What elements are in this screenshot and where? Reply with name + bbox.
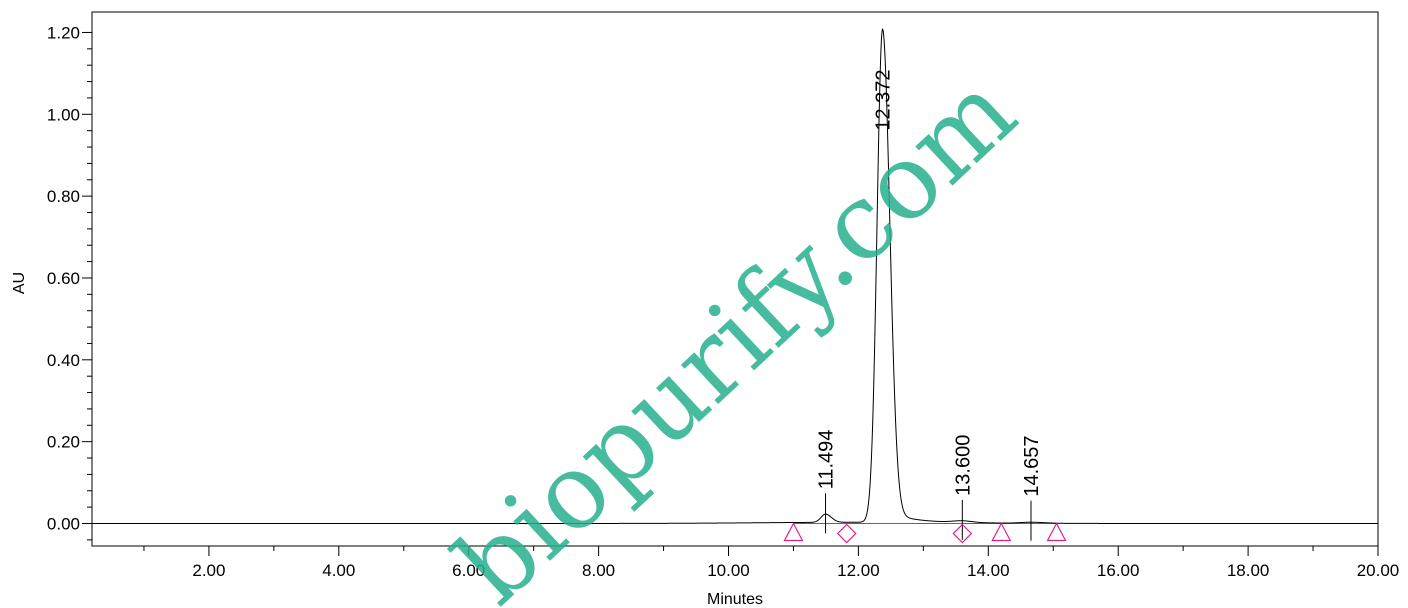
peak-start-end-marker	[783, 522, 804, 542]
x-tick-label: 10.00	[707, 561, 750, 580]
y-tick-label: 0.00	[47, 514, 80, 533]
peak-label: 12.372	[873, 69, 895, 130]
y-axis-title: AU	[11, 272, 28, 294]
watermark-text: biopurify.com	[432, 50, 1038, 608]
peak-start-end-marker	[991, 522, 1012, 542]
marker-layer	[783, 522, 1067, 544]
x-tick-label: 6.00	[452, 561, 485, 580]
peak-start-end-marker	[1046, 522, 1067, 542]
chromatogram-trace	[92, 28, 1378, 524]
x-tick-label: 14.00	[967, 561, 1010, 580]
y-tick-label: 1.20	[47, 23, 80, 42]
y-tick-label: 0.20	[47, 433, 80, 452]
peak-label: 14.657	[1021, 436, 1043, 497]
x-axis: 2.00 4.00 6.00 8.00 10.00 12.00 14.00 16.00 18.0…	[143, 546, 1400, 580]
x-tick-label: 2.00	[192, 561, 225, 580]
y-axis: 0.00 0.20 0.40 0.60 0.80 1.00 1.20	[47, 23, 92, 541]
peak-labels: 11.494 12.372 13.600 14.657	[816, 69, 1043, 541]
y-tick-label: 1.00	[47, 105, 80, 124]
x-axis-title: Minutes	[707, 591, 763, 608]
y-tick-label: 0.80	[47, 187, 80, 206]
x-tick-label: 20.00	[1357, 561, 1400, 580]
trace-layer	[92, 28, 1378, 524]
peak-label: 11.494	[816, 430, 838, 490]
x-tick-label: 18.00	[1227, 561, 1270, 580]
plot-frame	[91, 11, 1379, 547]
y-tick-label: 0.40	[47, 351, 80, 370]
x-tick-label: 12.00	[837, 561, 880, 580]
y-tick-label: 0.60	[47, 269, 80, 288]
peak-label: 13.600	[952, 435, 974, 496]
peak-valley-marker	[836, 523, 857, 544]
x-tick-label: 4.00	[322, 561, 355, 580]
x-tick-label: 8.00	[582, 561, 615, 580]
x-tick-label: 16.00	[1097, 561, 1140, 580]
peak-valley-marker	[952, 523, 973, 544]
